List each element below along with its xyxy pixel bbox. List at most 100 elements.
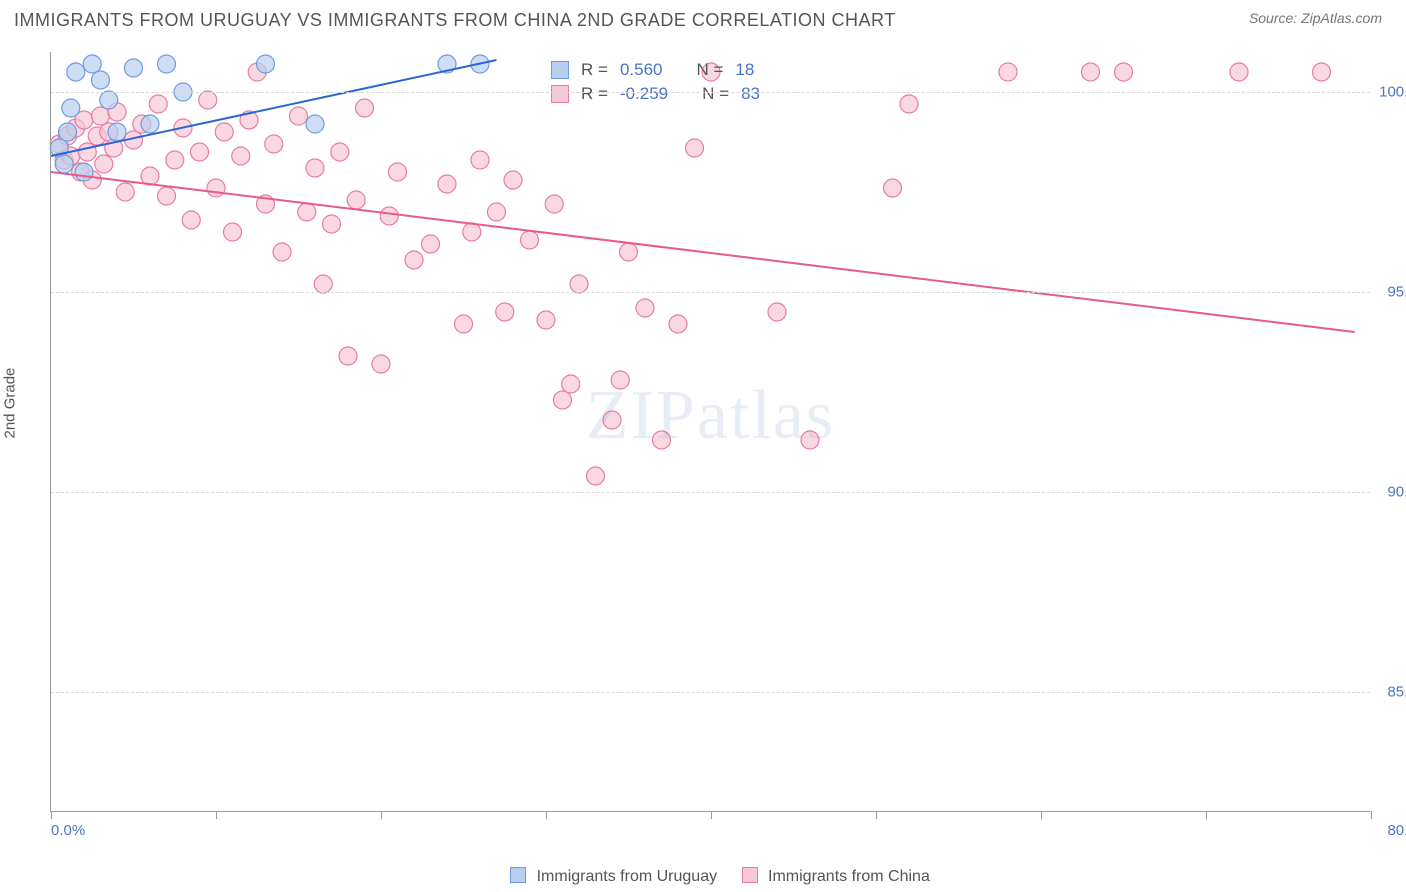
data-point <box>265 135 283 153</box>
data-point <box>611 371 629 389</box>
y-tick-label: 100.0% <box>1379 84 1406 101</box>
data-point <box>100 91 118 109</box>
legend-n-label: N = <box>696 60 723 80</box>
data-point <box>554 391 572 409</box>
data-point <box>1313 63 1331 81</box>
data-point <box>570 275 588 293</box>
chart-plot-area: R = 0.560 N = 18 R = -0.259 N = 83 ZIPat… <box>50 52 1370 812</box>
data-point <box>455 315 473 333</box>
data-point <box>158 55 176 73</box>
chart-title: IMMIGRANTS FROM URUGUAY VS IMMIGRANTS FR… <box>14 10 896 31</box>
data-point <box>389 163 407 181</box>
legend-r-value-china: -0.259 <box>620 84 668 104</box>
data-point <box>620 243 638 261</box>
correlation-legend: R = 0.560 N = 18 R = -0.259 N = 83 <box>551 60 760 108</box>
data-point <box>207 179 225 197</box>
data-point <box>562 375 580 393</box>
gridline <box>51 692 1370 693</box>
data-point <box>1230 63 1248 81</box>
x-tick-label-min: 0.0% <box>51 822 85 839</box>
legend-n-value-china: 83 <box>741 84 760 104</box>
gridline <box>51 492 1370 493</box>
data-point <box>62 99 80 117</box>
data-point <box>801 431 819 449</box>
data-point <box>166 151 184 169</box>
legend-r-value-uruguay: 0.560 <box>620 60 663 80</box>
data-point <box>372 355 390 373</box>
data-point <box>83 55 101 73</box>
x-tick <box>1041 811 1042 819</box>
data-point <box>182 211 200 229</box>
legend-n-label: N = <box>702 84 729 104</box>
data-point <box>125 59 143 77</box>
data-point <box>224 223 242 241</box>
data-point <box>405 251 423 269</box>
chart-svg <box>51 52 1370 811</box>
data-point <box>1082 63 1100 81</box>
data-point <box>587 467 605 485</box>
data-point <box>78 143 96 161</box>
data-point <box>158 187 176 205</box>
chart-source: Source: ZipAtlas.com <box>1249 10 1382 26</box>
legend-swatch-uruguay <box>551 61 569 79</box>
data-point <box>199 91 217 109</box>
legend-label-china: Immigrants from China <box>768 868 930 885</box>
data-point <box>504 171 522 189</box>
x-tick <box>1371 811 1372 819</box>
data-point <box>496 303 514 321</box>
legend-r-label: R = <box>581 60 608 80</box>
data-point <box>67 63 85 81</box>
data-point <box>471 151 489 169</box>
data-point <box>463 223 481 241</box>
data-point <box>323 215 341 233</box>
y-tick-label: 95.0% <box>1387 284 1406 301</box>
data-point <box>298 203 316 221</box>
data-point <box>95 155 113 173</box>
data-point <box>314 275 332 293</box>
data-point <box>900 95 918 113</box>
data-point <box>306 159 324 177</box>
x-tick <box>381 811 382 819</box>
data-point <box>537 311 555 329</box>
data-point <box>686 139 704 157</box>
legend-label-uruguay: Immigrants from Uruguay <box>537 868 718 885</box>
data-point <box>438 175 456 193</box>
y-tick-label: 85.0% <box>1387 684 1406 701</box>
data-point <box>149 95 167 113</box>
legend-swatch-china <box>551 85 569 103</box>
data-point <box>999 63 1017 81</box>
data-point <box>116 183 134 201</box>
trend-line <box>51 172 1355 332</box>
legend-swatch-uruguay-icon <box>510 867 526 883</box>
data-point <box>347 191 365 209</box>
data-point <box>232 147 250 165</box>
data-point <box>669 315 687 333</box>
data-point <box>331 143 349 161</box>
y-axis-label: 2nd Grade <box>2 368 19 439</box>
data-point <box>380 207 398 225</box>
x-tick-label-max: 80.0% <box>1387 822 1406 839</box>
data-point <box>339 347 357 365</box>
data-point <box>306 115 324 133</box>
data-point <box>257 55 275 73</box>
data-point <box>603 411 621 429</box>
series-legend: Immigrants from Uruguay Immigrants from … <box>50 867 1370 886</box>
data-point <box>521 231 539 249</box>
data-point <box>215 123 233 141</box>
legend-row-uruguay: R = 0.560 N = 18 <box>551 60 760 80</box>
x-tick <box>546 811 547 819</box>
gridline <box>51 292 1370 293</box>
data-point <box>768 303 786 321</box>
data-point <box>141 167 159 185</box>
x-tick <box>711 811 712 819</box>
data-point <box>59 123 77 141</box>
x-tick <box>876 811 877 819</box>
y-tick-label: 90.0% <box>1387 484 1406 501</box>
legend-row-china: R = -0.259 N = 83 <box>551 84 760 104</box>
x-tick <box>51 811 52 819</box>
x-tick <box>1206 811 1207 819</box>
data-point <box>55 155 73 173</box>
data-point <box>75 163 93 181</box>
legend-swatch-china-icon <box>742 867 758 883</box>
legend-n-value-uruguay: 18 <box>735 60 754 80</box>
